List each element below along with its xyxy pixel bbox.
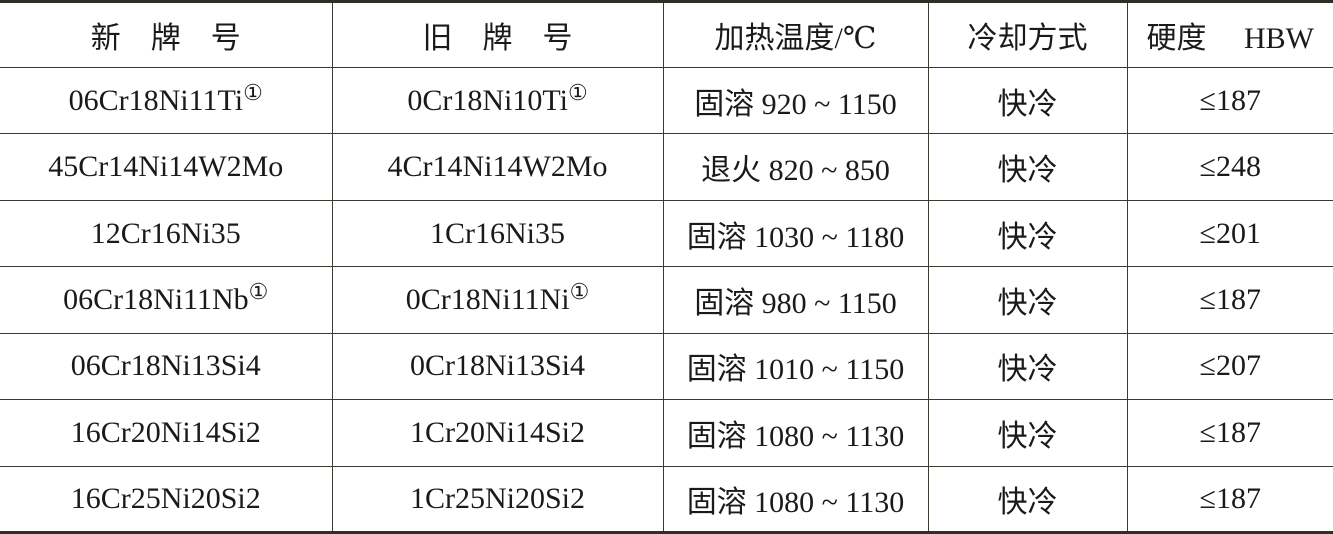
footnote-marker: ①: [567, 79, 588, 105]
cell-hardness-text: ≤187: [1199, 83, 1261, 117]
cell-hardness-text: ≤187: [1199, 282, 1261, 316]
cell-new-grade: 16Cr25Ni20Si2: [0, 465, 333, 534]
cell-cooling-text: 快冷: [997, 154, 1058, 188]
cell-new-grade: 45Cr14Ni14W2Mo: [0, 133, 333, 201]
cell-heating-temp: 固溶 1030 ~ 1180: [662, 199, 929, 268]
cell-heating-temp-text: 固溶 980 ~ 1150: [694, 286, 897, 320]
cell-heating-temp: 退火 820 ~ 850: [662, 133, 929, 201]
cell-old-grade-text: 0Cr18Ni11Ni: [405, 282, 570, 316]
cell-cooling: 快冷: [927, 133, 1128, 201]
cell-heating-temp-text: 固溶 1080 ~ 1130: [686, 419, 905, 453]
cell-new-grade: 06Cr18Ni13Si4: [0, 332, 333, 401]
cell-old-grade: 0Cr18Ni10Ti①: [331, 66, 664, 135]
cell-heating-temp-text: 固溶 1030 ~ 1180: [686, 220, 905, 254]
cell-heating-temp-text: 退火 820 ~ 850: [701, 154, 890, 188]
cell-cooling-text: 快冷: [997, 87, 1058, 121]
table-row: 06Cr18Ni11Nb① 0Cr18Ni11Ni① 固溶 980 ~ 1150 快冷…: [0, 266, 1333, 334]
cell-new-grade: 16Cr20Ni14Si2: [0, 399, 333, 467]
footnote-marker: ①: [243, 79, 263, 105]
cell-heating-temp: 固溶 1080 ~ 1130: [662, 465, 929, 534]
cell-old-grade: 1Cr25Ni20Si2: [331, 465, 664, 534]
header-old-grade: 旧 牌 号: [331, 1, 664, 68]
header-new-grade: 新 牌 号: [0, 1, 333, 68]
cell-new-grade-text: 16Cr20Ni14Si2: [70, 415, 261, 449]
cell-cooling-text: 快冷: [997, 485, 1058, 519]
cell-cooling: 快冷: [927, 199, 1128, 268]
cell-cooling-text: 快冷: [997, 353, 1058, 387]
cell-hardness: ≤187: [1126, 66, 1333, 135]
cell-hardness: ≤201: [1126, 199, 1333, 268]
cell-cooling: 快冷: [927, 332, 1128, 401]
table-row: 16Cr20Ni14Si2 1Cr20Ni14Si2 固溶 1080 ~ 1130 快…: [0, 399, 1333, 467]
cell-new-grade: 12Cr16Ni35: [0, 199, 333, 268]
cell-hardness: ≤207: [1126, 332, 1333, 401]
cell-old-grade-text: 1Cr20Ni14Si2: [409, 415, 586, 449]
header-heating-temp: 加热温度/℃: [662, 1, 929, 68]
cell-hardness: ≤187: [1126, 266, 1333, 334]
cell-new-grade-text: 06Cr18Ni11Ti: [68, 83, 244, 117]
cell-heating-temp-text: 固溶 1080 ~ 1130: [686, 485, 905, 519]
header-cooling: 冷却方式: [927, 1, 1128, 68]
cell-old-grade-text: 0Cr18Ni13Si4: [409, 349, 586, 383]
cell-hardness-text: ≤187: [1199, 415, 1261, 449]
cell-new-grade-text: 45Cr14Ni14W2Mo: [48, 150, 284, 184]
table-row: 12Cr16Ni35 1Cr16Ni35 固溶 1030 ~ 1180 快冷 ≤201: [0, 199, 1333, 268]
cell-cooling-text: 快冷: [997, 419, 1058, 453]
cell-new-grade-text: 12Cr16Ni35: [90, 216, 241, 250]
cell-cooling: 快冷: [927, 465, 1128, 534]
table-row: 45Cr14Ni14W2Mo 4Cr14Ni14W2Mo 退火 820 ~ 850 快…: [0, 133, 1333, 201]
cell-heating-temp: 固溶 920 ~ 1150: [662, 66, 929, 135]
cell-new-grade-text: 06Cr18Ni13Si4: [70, 349, 261, 383]
cell-heating-temp-text: 固溶 1010 ~ 1150: [686, 353, 905, 387]
cell-heating-temp: 固溶 1010 ~ 1150: [662, 332, 929, 401]
cell-cooling: 快冷: [927, 266, 1128, 334]
cell-hardness: ≤187: [1126, 399, 1333, 467]
cell-cooling: 快冷: [927, 399, 1128, 467]
cell-cooling-text: 快冷: [997, 220, 1058, 254]
cell-hardness: ≤248: [1126, 133, 1333, 201]
cell-hardness-text: ≤187: [1199, 481, 1261, 515]
cell-new-grade: 06Cr18Ni11Nb①: [0, 266, 333, 334]
cell-heating-temp: 固溶 980 ~ 1150: [662, 266, 929, 334]
cell-old-grade: 1Cr20Ni14Si2: [331, 399, 664, 467]
cell-old-grade-text: 0Cr18Ni10Ti: [407, 83, 568, 117]
cell-heating-temp: 固溶 1080 ~ 1130: [662, 399, 929, 467]
cell-old-grade: 4Cr14Ni14W2Mo: [331, 133, 664, 201]
cell-old-grade: 0Cr18Ni13Si4: [331, 332, 664, 401]
cell-old-grade: 1Cr16Ni35: [331, 199, 664, 268]
table-row: 06Cr18Ni13Si4 0Cr18Ni13Si4 固溶 1010 ~ 1150 快…: [0, 332, 1333, 401]
table-row: 16Cr25Ni20Si2 1Cr25Ni20Si2 固溶 1080 ~ 1130 快…: [0, 465, 1333, 534]
cell-new-grade: 06Cr18Ni11Ti①: [0, 66, 333, 135]
cell-hardness-text: ≤248: [1199, 150, 1261, 184]
cell-cooling-text: 快冷: [997, 286, 1058, 320]
cell-old-grade-text: 1Cr25Ni20Si2: [409, 481, 586, 515]
cell-new-grade-text: 16Cr25Ni20Si2: [70, 481, 261, 515]
header-hardness: 硬度 HBW: [1126, 1, 1333, 68]
cell-new-grade-text: 06Cr18Ni11Nb: [63, 282, 249, 316]
cell-hardness-text: ≤201: [1199, 216, 1261, 250]
cell-old-grade-text: 1Cr16Ni35: [430, 216, 565, 250]
header-row: 新 牌 号 旧 牌 号 加热温度/℃ 冷却方式 硬度 HBW: [0, 1, 1333, 68]
cell-hardness: ≤187: [1126, 465, 1333, 534]
cell-hardness-text: ≤207: [1199, 349, 1261, 383]
footnote-marker: ①: [248, 278, 269, 304]
footnote-marker: ①: [569, 278, 590, 304]
cell-old-grade: 0Cr18Ni11Ni①: [331, 266, 664, 334]
cell-cooling: 快冷: [927, 66, 1128, 135]
table-row: 06Cr18Ni11Ti① 0Cr18Ni10Ti① 固溶 920 ~ 1150 快冷…: [0, 66, 1333, 135]
cell-heating-temp-text: 固溶 920 ~ 1150: [694, 87, 897, 121]
cell-old-grade-text: 4Cr14Ni14W2Mo: [387, 150, 608, 184]
